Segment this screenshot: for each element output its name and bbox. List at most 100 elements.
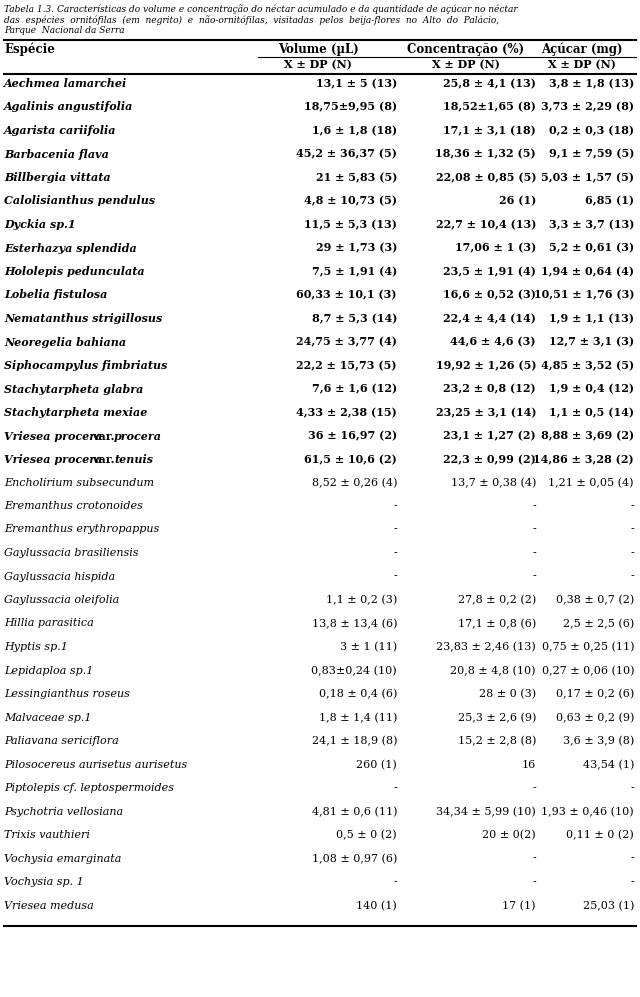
Text: 20 ± 0(2): 20 ± 0(2) — [483, 830, 536, 840]
Text: 14,86 ± 3,28 (2): 14,86 ± 3,28 (2) — [533, 454, 634, 465]
Text: 5,03 ± 1,57 (5): 5,03 ± 1,57 (5) — [541, 172, 634, 183]
Text: Volume (µL): Volume (µL) — [278, 43, 358, 56]
Text: 25,8 ± 4,1 (13): 25,8 ± 4,1 (13) — [443, 78, 536, 89]
Text: 4,85 ± 3,52 (5): 4,85 ± 3,52 (5) — [541, 360, 634, 371]
Text: -: - — [393, 877, 397, 887]
Text: Dyckia sp.1: Dyckia sp.1 — [4, 219, 76, 230]
Text: 25,3 ± 2,6 (9): 25,3 ± 2,6 (9) — [458, 713, 536, 723]
Text: -: - — [532, 548, 536, 558]
Text: 0,11 ± 0 (2): 0,11 ± 0 (2) — [566, 830, 634, 840]
Text: 0,83±0,24 (10): 0,83±0,24 (10) — [312, 666, 397, 676]
Text: Lepidaploa sp.1: Lepidaploa sp.1 — [4, 666, 93, 676]
Text: 17,06 ± 1 (3): 17,06 ± 1 (3) — [455, 242, 536, 253]
Text: -: - — [393, 571, 397, 581]
Text: 19,92 ± 1,26 (5): 19,92 ± 1,26 (5) — [435, 360, 536, 371]
Text: 1,21 ± 0,05 (4): 1,21 ± 0,05 (4) — [548, 478, 634, 488]
Text: 18,75±9,95 (8): 18,75±9,95 (8) — [304, 102, 397, 113]
Text: -: - — [532, 501, 536, 511]
Text: Piptolepis cf. leptospermoides: Piptolepis cf. leptospermoides — [4, 783, 174, 793]
Text: 3,6 ± 3,9 (8): 3,6 ± 3,9 (8) — [563, 736, 634, 747]
Text: Calolisianthus pendulus: Calolisianthus pendulus — [4, 195, 155, 206]
Text: 1,93 ± 0,46 (10): 1,93 ± 0,46 (10) — [541, 807, 634, 817]
Text: procera: procera — [114, 431, 162, 442]
Text: 22,7 ± 10,4 (13): 22,7 ± 10,4 (13) — [436, 219, 536, 230]
Text: Gaylussacia oleifolia: Gaylussacia oleifolia — [4, 595, 119, 605]
Text: 0,63 ± 0,2 (9): 0,63 ± 0,2 (9) — [556, 713, 634, 723]
Text: -: - — [532, 571, 536, 581]
Text: -: - — [532, 524, 536, 534]
Text: 7,5 ± 1,91 (4): 7,5 ± 1,91 (4) — [312, 266, 397, 277]
Text: 1,1 ± 0,2 (3): 1,1 ± 0,2 (3) — [326, 595, 397, 605]
Text: Concentração (%): Concentração (%) — [408, 43, 525, 56]
Text: Aechmea lamarchei: Aechmea lamarchei — [4, 78, 127, 89]
Text: X ± DP (N): X ± DP (N) — [284, 59, 352, 70]
Text: Neoregelia bahiana: Neoregelia bahiana — [4, 337, 126, 348]
Text: Billbergia vittata: Billbergia vittata — [4, 172, 111, 183]
Text: -: - — [630, 877, 634, 887]
Text: Açúcar (mg): Açúcar (mg) — [541, 43, 623, 57]
Text: 17,1 ± 0,8 (6): 17,1 ± 0,8 (6) — [458, 618, 536, 629]
Text: Gaylussacia brasiliensis: Gaylussacia brasiliensis — [4, 548, 138, 558]
Text: Malvaceae sp.1: Malvaceae sp.1 — [4, 713, 92, 723]
Text: Tabela 1.3. Características do volume e concentração do néctar acumulado e da qu: Tabela 1.3. Características do volume e … — [4, 4, 518, 14]
Text: -: - — [630, 783, 634, 793]
Text: 0,18 ± 0,4 (6): 0,18 ± 0,4 (6) — [319, 689, 397, 699]
Text: Psychotria vellosiana: Psychotria vellosiana — [4, 807, 123, 817]
Text: var.: var. — [92, 454, 118, 465]
Text: 23,83 ± 2,46 (13): 23,83 ± 2,46 (13) — [436, 642, 536, 652]
Text: 0,2 ± 0,3 (18): 0,2 ± 0,3 (18) — [549, 125, 634, 136]
Text: Vochysia emarginata: Vochysia emarginata — [4, 853, 122, 863]
Text: 17,1 ± 3,1 (18): 17,1 ± 3,1 (18) — [444, 125, 536, 136]
Text: 18,52±1,65 (8): 18,52±1,65 (8) — [443, 102, 536, 113]
Text: 3 ± 1 (11): 3 ± 1 (11) — [340, 642, 397, 652]
Text: 26 (1): 26 (1) — [499, 195, 536, 206]
Text: 0,38 ± 0,7 (2): 0,38 ± 0,7 (2) — [556, 595, 634, 605]
Text: -: - — [393, 548, 397, 558]
Text: 1,6 ± 1,8 (18): 1,6 ± 1,8 (18) — [312, 125, 397, 136]
Text: -: - — [393, 783, 397, 793]
Text: 13,1 ± 5 (13): 13,1 ± 5 (13) — [316, 78, 397, 89]
Text: Paliavana sericiflora: Paliavana sericiflora — [4, 736, 119, 746]
Text: 45,2 ± 36,37 (5): 45,2 ± 36,37 (5) — [296, 149, 397, 160]
Text: 8,88 ± 3,69 (2): 8,88 ± 3,69 (2) — [541, 431, 634, 442]
Text: 60,33 ± 10,1 (3): 60,33 ± 10,1 (3) — [296, 289, 397, 300]
Text: 2,5 ± 2,5 (6): 2,5 ± 2,5 (6) — [563, 618, 634, 629]
Text: -: - — [630, 524, 634, 534]
Text: Vriesea procera: Vriesea procera — [4, 454, 106, 465]
Text: Nematanthus strigillosus: Nematanthus strigillosus — [4, 313, 163, 324]
Text: Trixis vauthieri: Trixis vauthieri — [4, 830, 90, 840]
Text: 0,75 ± 0,25 (11): 0,75 ± 0,25 (11) — [541, 642, 634, 652]
Text: 8,52 ± 0,26 (4): 8,52 ± 0,26 (4) — [312, 478, 397, 488]
Text: 44,6 ± 4,6 (3): 44,6 ± 4,6 (3) — [451, 337, 536, 348]
Text: 20,8 ± 4,8 (10): 20,8 ± 4,8 (10) — [451, 666, 536, 676]
Text: Agarista cariifolia: Agarista cariifolia — [4, 125, 116, 136]
Text: 23,1 ± 1,27 (2): 23,1 ± 1,27 (2) — [444, 431, 536, 442]
Text: Eremanthus erythropappus: Eremanthus erythropappus — [4, 524, 159, 534]
Text: 5,2 ± 0,61 (3): 5,2 ± 0,61 (3) — [549, 242, 634, 253]
Text: Barbacenia flava: Barbacenia flava — [4, 149, 109, 160]
Text: Esterhazya splendida: Esterhazya splendida — [4, 242, 137, 253]
Text: 61,5 ± 10,6 (2): 61,5 ± 10,6 (2) — [304, 454, 397, 465]
Text: 8,7 ± 5,3 (14): 8,7 ± 5,3 (14) — [312, 313, 397, 324]
Text: 1,1 ± 0,5 (14): 1,1 ± 0,5 (14) — [549, 407, 634, 418]
Text: -: - — [393, 524, 397, 534]
Text: das  espécies  ornitófilas  (em  negrito)  e  não-ornitófilas,  visitadas  pelos: das espécies ornitófilas (em negrito) e … — [4, 15, 499, 25]
Text: 260 (1): 260 (1) — [356, 760, 397, 770]
Text: -: - — [630, 548, 634, 558]
Text: Eremanthus crotonoides: Eremanthus crotonoides — [4, 501, 143, 511]
Text: 1,94 ± 0,64 (4): 1,94 ± 0,64 (4) — [541, 266, 634, 277]
Text: X ± DP (N): X ± DP (N) — [548, 59, 616, 70]
Text: 27,8 ± 0,2 (2): 27,8 ± 0,2 (2) — [458, 595, 536, 605]
Text: 36 ± 16,97 (2): 36 ± 16,97 (2) — [308, 431, 397, 442]
Text: 23,25 ± 3,1 (14): 23,25 ± 3,1 (14) — [435, 407, 536, 418]
Text: 13,8 ± 13,4 (6): 13,8 ± 13,4 (6) — [312, 618, 397, 629]
Text: 4,33 ± 2,38 (15): 4,33 ± 2,38 (15) — [296, 407, 397, 418]
Text: 17 (1): 17 (1) — [502, 900, 536, 911]
Text: Vriesea procera: Vriesea procera — [4, 431, 106, 442]
Text: 29 ± 1,73 (3): 29 ± 1,73 (3) — [316, 242, 397, 253]
Text: 11,5 ± 5,3 (13): 11,5 ± 5,3 (13) — [304, 219, 397, 230]
Text: 22,2 ± 15,73 (5): 22,2 ± 15,73 (5) — [296, 360, 397, 371]
Text: 6,85 (1): 6,85 (1) — [585, 195, 634, 206]
Text: -: - — [630, 501, 634, 511]
Text: Vochysia sp. 1: Vochysia sp. 1 — [4, 877, 84, 887]
